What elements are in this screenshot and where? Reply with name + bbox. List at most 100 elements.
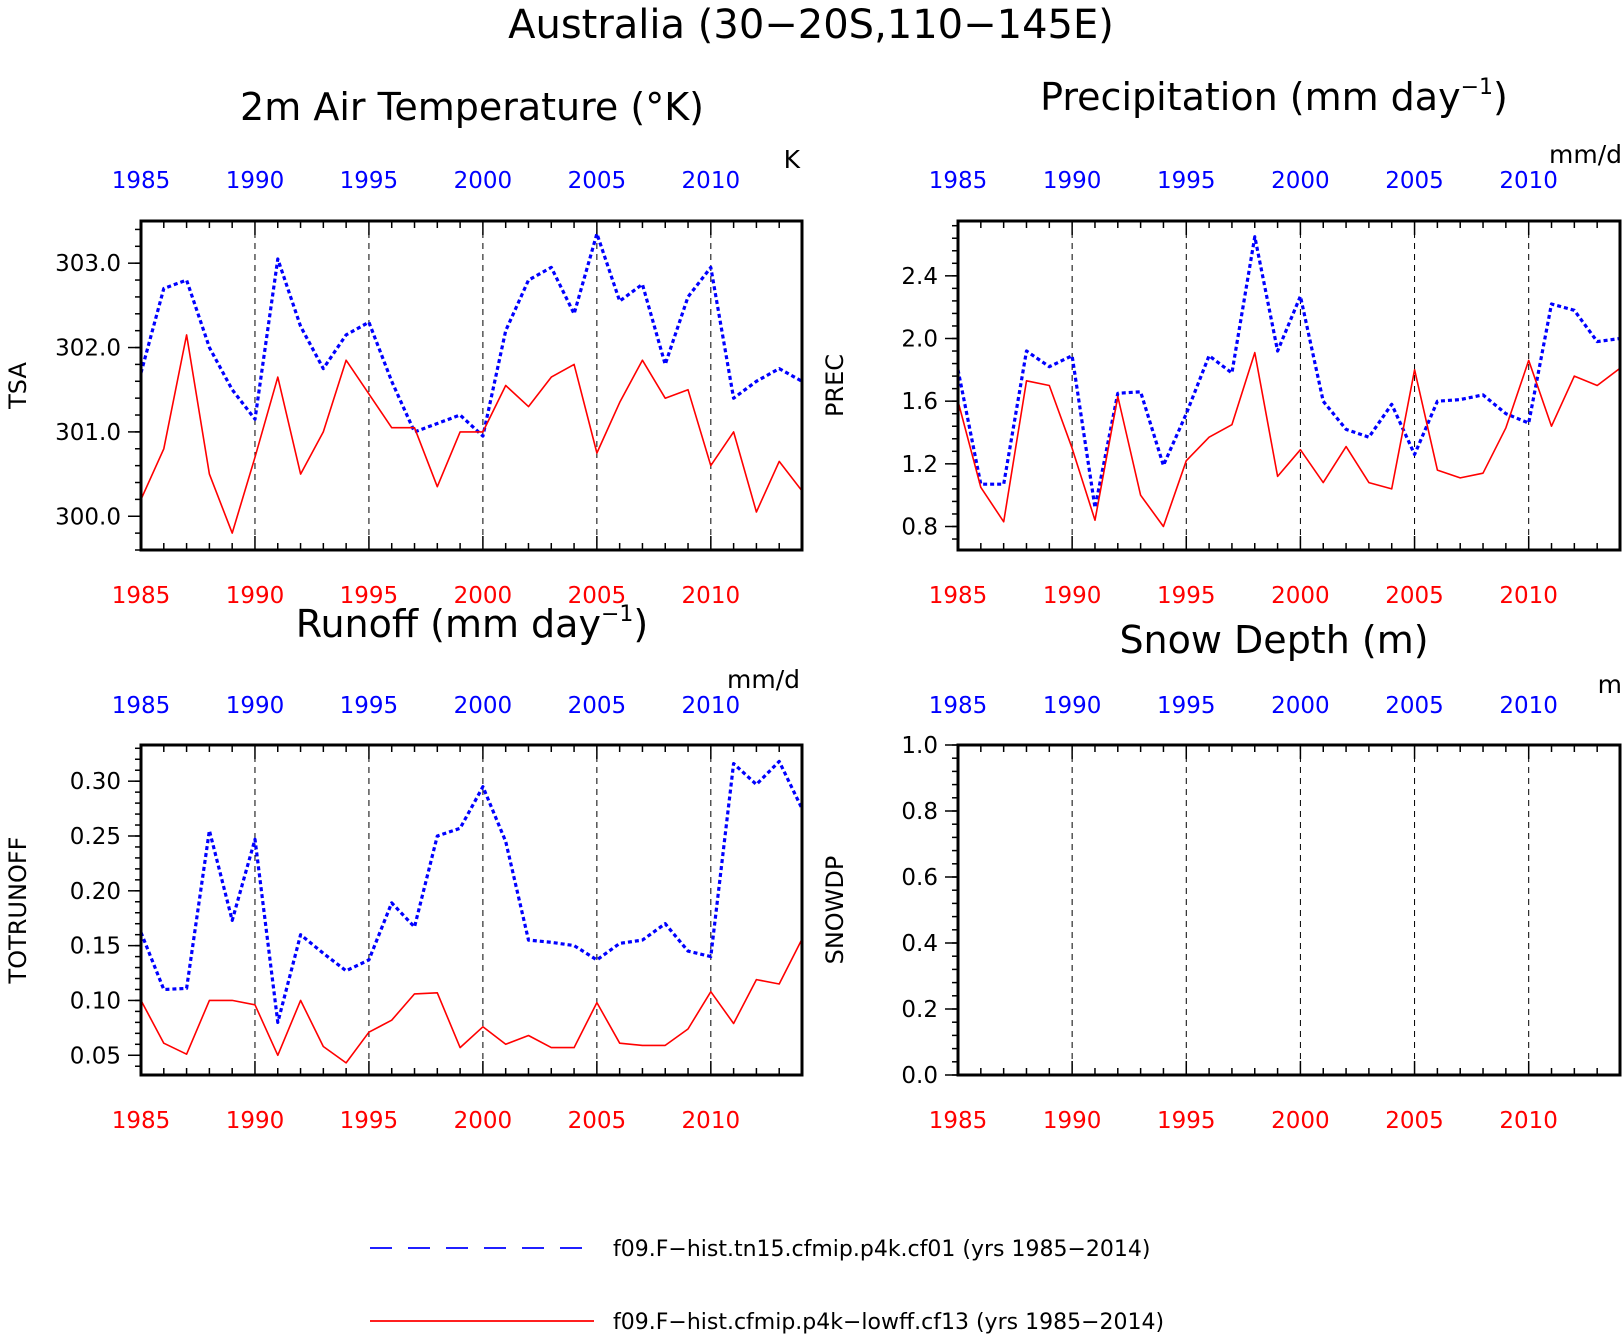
main-title: Australia (30−20S,110−145E) <box>508 2 1114 48</box>
panel-title-text: Snow Depth (m) <box>1119 618 1428 662</box>
panel-title-text: Precipitation (mm day <box>1040 75 1460 119</box>
plot-frame <box>956 743 1622 1077</box>
x-tick-label-top: 2000 <box>454 693 513 719</box>
x-tick-label-bottom: 2010 <box>1499 583 1558 609</box>
plot-frame <box>139 219 804 552</box>
y-tick-label: 1.6 <box>901 389 938 415</box>
x-tick-label-top: 1985 <box>929 168 988 194</box>
legend-label-2: f09.F−hist.cfmip.p4k−lowff.cf13 (yrs 198… <box>613 1310 1164 1335</box>
y-tick-label: 0.30 <box>70 769 121 795</box>
x-tick-label-bottom: 1985 <box>929 583 988 609</box>
y-tick-label: 0.4 <box>901 931 938 957</box>
x-tick-label-top: 2010 <box>1499 693 1558 719</box>
legend: f09.F−hist.tn15.cfmip.p4k.cf01 (yrs 1985… <box>370 1237 1164 1335</box>
units-label: K <box>784 145 801 174</box>
panel-4: Snow Depth (m) m SNOWDP 1985 1985 1990 1990 199… <box>821 618 1622 1134</box>
panel-title-superscript: −1 <box>601 602 633 627</box>
x-tick-label-bottom: 2010 <box>1499 1108 1558 1134</box>
panel-title: Runoff (mm day−1) <box>296 602 648 646</box>
units-label: mm/d <box>727 665 800 694</box>
y-tick-label: 303.0 <box>55 251 121 277</box>
x-tick-label-top: 2005 <box>1385 693 1444 719</box>
panel-title-text: Runoff (mm day <box>296 602 601 646</box>
plot-frame <box>139 743 804 1077</box>
x-tick-label-top: 2005 <box>1385 168 1444 194</box>
x-tick-label-bottom: 2000 <box>454 1108 513 1134</box>
x-tick-label-top: 2005 <box>568 693 627 719</box>
panel-title-end: ) <box>633 602 648 646</box>
x-tick-label-bottom: 1990 <box>226 1108 285 1134</box>
x-tick-label-bottom: 1990 <box>1043 1108 1102 1134</box>
panel-title: 2m Air Temperature (°K) <box>240 85 704 129</box>
y-tick-label: 0.8 <box>901 799 938 825</box>
x-tick-label-top: 2000 <box>454 168 513 194</box>
x-tick-label-bottom: 1995 <box>1157 1108 1216 1134</box>
series-line-1 <box>958 235 1620 510</box>
x-tick-label-top: 1985 <box>112 693 171 719</box>
y-tick-label: 2.0 <box>901 327 938 353</box>
y-axis-label: TSA <box>4 362 32 410</box>
y-tick-label: 0.6 <box>901 865 938 891</box>
y-tick-label: 0.05 <box>70 1043 121 1069</box>
x-tick-label-bottom: 1995 <box>340 1108 399 1134</box>
y-tick-label: 0.0 <box>901 1063 938 1089</box>
x-tick-label-top: 2010 <box>682 168 741 194</box>
series-line-2 <box>958 351 1620 528</box>
x-tick-label-bottom: 2005 <box>1385 583 1444 609</box>
x-tick-label-bottom: 1990 <box>1043 583 1102 609</box>
plot-frame <box>956 219 1622 552</box>
y-tick-label: 1.2 <box>901 452 938 478</box>
x-tick-label-top: 1990 <box>226 168 285 194</box>
y-axis-label: TOTRUNOFF <box>4 837 32 985</box>
y-tick-label: 0.20 <box>70 879 121 905</box>
x-tick-label-top: 2010 <box>682 693 741 719</box>
y-tick-label: 2.4 <box>901 264 938 290</box>
y-tick-label: 0.2 <box>901 997 938 1023</box>
panel-2: Precipitation (mm day−1) mm/d PREC 1985 1985… <box>821 75 1622 609</box>
x-tick-label-top: 1990 <box>226 693 285 719</box>
x-tick-label-top: 1995 <box>1157 693 1216 719</box>
x-tick-label-top: 1990 <box>1043 168 1102 194</box>
series-line-2 <box>141 334 802 534</box>
x-tick-label-top: 2000 <box>1271 693 1330 719</box>
y-tick-label: 0.25 <box>70 824 121 850</box>
series-line-1 <box>141 759 802 1025</box>
panel-1: 2m Air Temperature (°K) K TSA 1985 1985 1990 1… <box>4 85 804 609</box>
panel-3: Runoff (mm day−1) mm/d TOTRUNOFF 1985 1985 19… <box>4 602 804 1134</box>
y-tick-label: 0.10 <box>70 988 121 1014</box>
x-tick-label-top: 2005 <box>568 168 627 194</box>
y-tick-label: 1.0 <box>901 733 938 759</box>
x-tick-label-bottom: 2005 <box>568 1108 627 1134</box>
x-tick-label-top: 1995 <box>1157 168 1216 194</box>
legend-label-1: f09.F−hist.tn15.cfmip.p4k.cf01 (yrs 1985… <box>613 1237 1150 1262</box>
x-tick-label-bottom: 2000 <box>1271 1108 1330 1134</box>
x-tick-label-bottom: 1985 <box>929 1108 988 1134</box>
panel-title-end: ) <box>1493 75 1508 119</box>
x-tick-label-top: 2000 <box>1271 168 1330 194</box>
y-tick-label: 302.0 <box>55 336 121 362</box>
series-line-1 <box>141 232 802 438</box>
x-tick-label-bottom: 1995 <box>340 583 399 609</box>
x-tick-label-top: 1985 <box>929 693 988 719</box>
x-tick-label-bottom: 1990 <box>226 583 285 609</box>
x-tick-label-bottom: 1995 <box>1157 583 1216 609</box>
x-tick-label-top: 1995 <box>340 693 399 719</box>
x-tick-label-bottom: 2005 <box>568 583 627 609</box>
units-label: mm/d <box>1549 140 1622 169</box>
y-tick-label: 301.0 <box>55 420 121 446</box>
x-tick-label-bottom: 2000 <box>1271 583 1330 609</box>
y-tick-label: 300.0 <box>55 504 121 530</box>
x-tick-label-bottom: 2010 <box>682 583 741 609</box>
x-tick-label-top: 1995 <box>340 168 399 194</box>
panels: 2m Air Temperature (°K) K TSA 1985 1985 1990 1… <box>4 75 1622 1134</box>
y-axis-label: SNOWDP <box>821 856 849 965</box>
x-tick-label-bottom: 1985 <box>112 583 171 609</box>
panel-title: Precipitation (mm day−1) <box>1040 75 1508 119</box>
panel-title-superscript: −1 <box>1461 75 1493 100</box>
units-label: m <box>1598 670 1622 699</box>
x-tick-label-top: 2010 <box>1499 168 1558 194</box>
x-tick-label-bottom: 2000 <box>454 583 513 609</box>
x-tick-label-bottom: 1985 <box>112 1108 171 1134</box>
x-tick-label-top: 1990 <box>1043 693 1102 719</box>
